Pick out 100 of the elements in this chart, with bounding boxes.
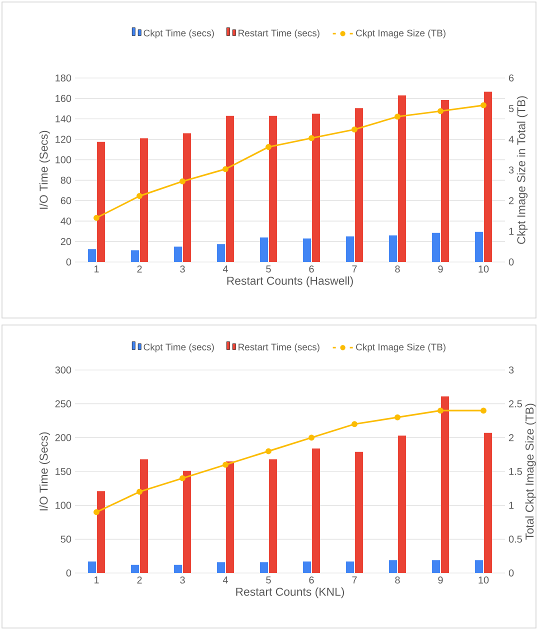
bar	[346, 561, 354, 573]
x-axis-title: Restart Counts (KNL)	[236, 587, 344, 598]
y-tick-label: 140	[56, 115, 72, 122]
point	[394, 114, 400, 120]
y2-tick-label: 2	[509, 197, 514, 204]
y2-tick-label: 3	[508, 366, 514, 374]
bar	[312, 448, 320, 573]
y2-tick-label: 2	[509, 434, 514, 442]
y-tick-label: 40	[60, 218, 72, 225]
bar	[398, 436, 406, 573]
bar	[88, 561, 96, 573]
bar	[260, 562, 268, 573]
point	[222, 462, 228, 468]
bar	[269, 459, 277, 573]
x-tick-label: 4	[222, 266, 228, 272]
point	[352, 126, 358, 133]
y-tick-label: 120	[56, 136, 72, 143]
bar	[140, 138, 148, 262]
x-tick-label: 9	[438, 576, 443, 584]
point	[438, 108, 444, 114]
bar	[484, 92, 492, 262]
legend-label: Ckpt Image Size (TB)	[356, 29, 446, 38]
bar	[140, 459, 148, 573]
point	[180, 178, 186, 184]
bar	[389, 560, 397, 573]
y-tick-label: 180	[56, 74, 72, 82]
x-axis-title: Restart Counts (Haswell)	[227, 276, 353, 288]
point	[480, 102, 486, 108]
bar	[131, 250, 139, 262]
x-tick-label: 5	[266, 576, 271, 584]
y2-tick-label: 5	[508, 105, 514, 112]
bar	[226, 461, 234, 573]
x-tick-label: 10	[478, 266, 489, 273]
y-axis-title: I/O Time (Secs)	[39, 130, 50, 209]
point	[266, 144, 272, 150]
bar	[260, 237, 268, 262]
y-tick-label: 50	[60, 536, 72, 543]
x-tick-label: 3	[180, 266, 185, 273]
point	[308, 135, 314, 142]
bar	[441, 100, 449, 262]
bar	[441, 396, 449, 573]
x-tick-label: 7	[352, 576, 357, 584]
legend-label: Ckpt Image Size (TB)	[356, 343, 446, 352]
bar	[217, 562, 225, 573]
y2-tick-label: 1.5	[509, 468, 522, 475]
y-tick-label: 250	[55, 400, 72, 408]
y-tick-label: 100	[56, 502, 72, 509]
point	[394, 414, 400, 420]
y-tick-label: 300	[55, 366, 72, 374]
y-tick-label: 0	[66, 569, 72, 577]
point	[222, 166, 228, 172]
x-tick-label: 1	[94, 266, 99, 272]
x-tick-label: 7	[352, 266, 357, 272]
x-tick-label: 2	[137, 576, 142, 584]
bar	[183, 470, 191, 573]
x-tick-label: 8	[395, 576, 400, 584]
bar	[432, 560, 440, 573]
bar	[174, 564, 182, 573]
point	[94, 214, 100, 221]
point	[136, 193, 142, 200]
point	[180, 475, 186, 482]
bar	[183, 133, 191, 262]
bar	[432, 232, 440, 262]
bar	[475, 232, 483, 262]
bar	[88, 249, 96, 262]
bar	[269, 116, 277, 262]
point	[136, 488, 142, 495]
bar	[346, 236, 354, 262]
y2-axis-title: Ckpt Image Size in Total (TB)	[516, 96, 528, 244]
point	[438, 408, 444, 414]
y-tick-label: 80	[60, 176, 72, 184]
legend-label: Ckpt Time (secs)	[144, 343, 214, 352]
x-tick-label: 1	[94, 576, 99, 584]
legend-label: Ckpt Time (secs)	[144, 29, 214, 38]
bar	[355, 108, 363, 262]
x-tick-label: 6	[309, 576, 314, 584]
point	[352, 421, 358, 428]
y-tick-label: 60	[60, 197, 72, 204]
y-tick-label: 0	[66, 258, 72, 266]
y2-tick-label: 6	[509, 74, 514, 82]
y-tick-label: 200	[55, 434, 72, 442]
bar	[475, 560, 483, 573]
y2-tick-label: 0.5	[508, 536, 522, 543]
bar	[303, 561, 311, 573]
bar	[131, 564, 139, 573]
y-axis-title: I/O Time (Secs)	[39, 432, 50, 510]
bar	[312, 114, 320, 262]
bar	[355, 452, 363, 573]
bar	[389, 235, 397, 262]
x-tick-label: 3	[180, 576, 185, 584]
bar	[217, 244, 225, 262]
bar	[174, 246, 182, 262]
x-tick-label: 6	[309, 266, 314, 273]
y-tick-label: 100	[56, 156, 72, 164]
x-tick-label: 5	[266, 266, 271, 272]
y-tick-label: 20	[60, 238, 72, 246]
y-tick-label: 160	[56, 94, 72, 102]
y2-axis-title: Total Ckpt Image Size (TB)	[525, 404, 536, 540]
y2-tick-label: 4	[508, 136, 514, 143]
y2-tick-label: 1	[509, 228, 514, 235]
